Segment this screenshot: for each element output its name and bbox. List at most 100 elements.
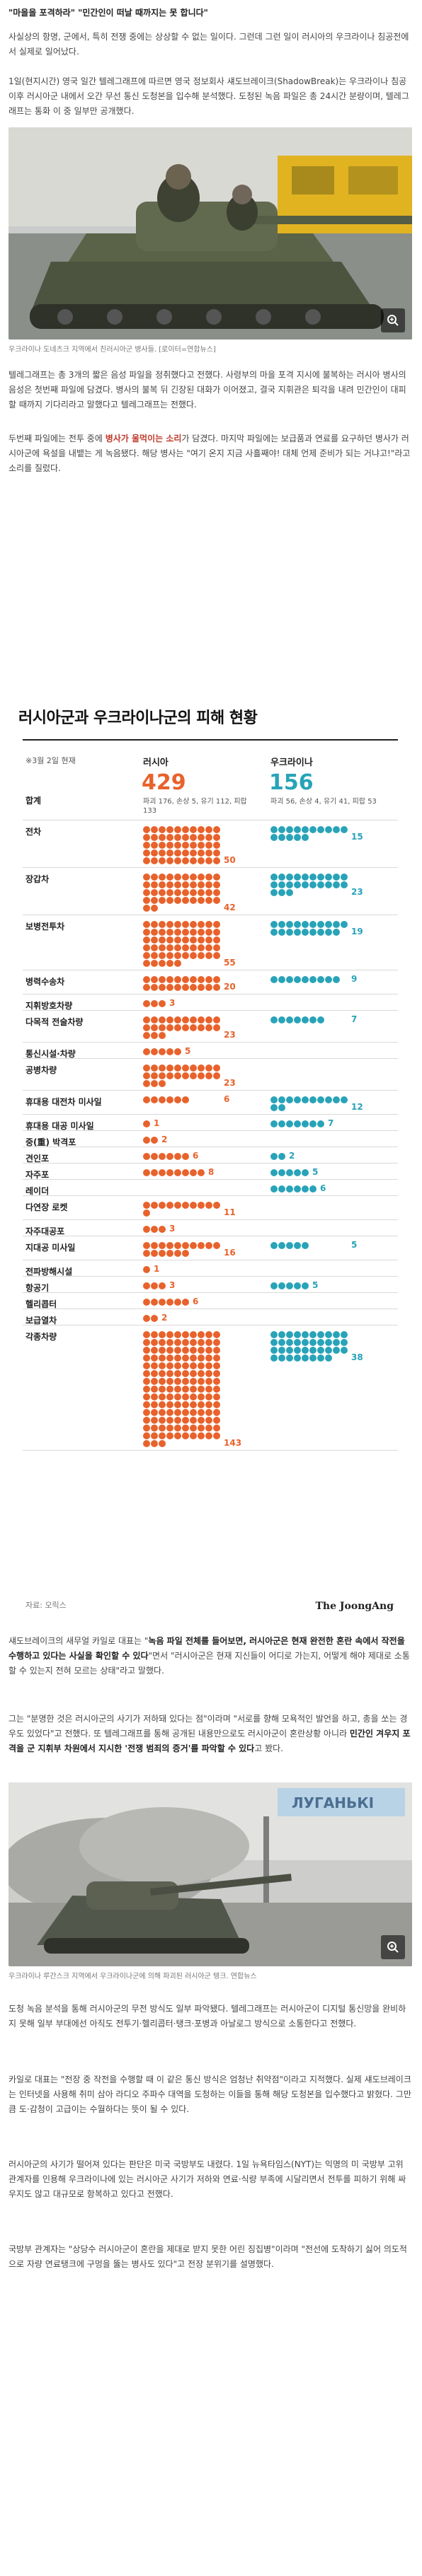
russia-dot: [143, 1137, 150, 1144]
ukraine-dot: [317, 1331, 324, 1338]
russia-dot: [159, 1347, 166, 1354]
russia-dot: [182, 897, 189, 904]
row-label: 다연장 로켓: [25, 1202, 68, 1212]
russia-dot: [213, 1386, 220, 1393]
zoom-button-2[interactable]: [381, 1935, 405, 1959]
russia-dot: [182, 929, 189, 936]
ukraine-dot: [341, 1331, 348, 1338]
russia-dot: [205, 857, 212, 864]
ukraine-dot: [333, 921, 340, 928]
russia-dot: [151, 881, 158, 888]
russia-dot: [190, 1401, 197, 1408]
russia-dot: [213, 889, 220, 896]
russia-dot: [143, 1242, 150, 1249]
russia-dot: [151, 1401, 158, 1408]
magnifier-plus-icon: [387, 315, 399, 326]
russia-dot: [151, 1417, 158, 1424]
russia-dot: [151, 952, 158, 959]
russia-dot: [151, 1226, 158, 1233]
ukraine-dot: [302, 1354, 309, 1362]
ukraine-count: 9: [351, 974, 358, 984]
russia-dot: [151, 1378, 158, 1385]
ukraine-dot: [317, 881, 324, 888]
ukraine-dot: [333, 881, 340, 888]
russia-dot: [205, 849, 212, 857]
row-divider: [23, 1276, 398, 1277]
russia-dot: [151, 1032, 158, 1039]
ukraine-dot: [270, 1331, 278, 1338]
russia-dot: [213, 976, 220, 983]
russia-dot: [159, 1401, 166, 1408]
ukraine-dot: [325, 976, 332, 983]
zoom-button[interactable]: [381, 308, 405, 332]
ukraine-count: 5: [312, 1167, 319, 1177]
russia-dot: [213, 849, 220, 857]
russia-count: 42: [224, 903, 236, 912]
russia-dot: [166, 1409, 173, 1416]
russia-dot: [151, 1153, 158, 1160]
russia-dot: [143, 834, 150, 841]
ukraine-dot: [270, 1104, 278, 1111]
russia-dot: [151, 1169, 158, 1176]
ukraine-dot: [278, 826, 285, 833]
russia-dot: [182, 1016, 189, 1023]
ukraine-dot: [286, 1185, 293, 1193]
russia-dot: [166, 1432, 173, 1439]
ukraine-dot: [333, 826, 340, 833]
russia-dot: [143, 1266, 150, 1273]
russia-dot: [182, 874, 189, 881]
russia-dot: [174, 1417, 181, 1424]
russia-dot: [174, 897, 181, 904]
ukraine-dot: [286, 1242, 293, 1249]
russia-dot: [159, 1242, 166, 1249]
ukraine-dot: [309, 1120, 316, 1127]
russia-dot: [166, 826, 173, 833]
russia-dot: [198, 1072, 205, 1079]
russia-dot: [174, 1242, 181, 1249]
russia-dot: [143, 1347, 150, 1354]
russia-dot: [174, 1096, 181, 1103]
ukraine-dot: [302, 874, 309, 881]
ukraine-dot: [325, 1339, 332, 1346]
russia-dot: [174, 889, 181, 896]
ukraine-dot: [278, 1354, 285, 1362]
ukraine-column-header: 우크라이나: [270, 758, 313, 768]
ukraine-dot: [270, 976, 278, 983]
russia-dot: [143, 1120, 150, 1127]
russia-dot: [190, 1347, 197, 1354]
photo-caption-2: 우크라이나 루간스크 지역에서 우크라이나군에 의해 파괴된 러시아군 탱크. …: [8, 1973, 257, 1980]
row-label: 헬리콥터: [25, 1299, 57, 1309]
russia-dot: [159, 1000, 166, 1007]
russia-dot: [205, 1347, 212, 1354]
ukraine-dot: [286, 1282, 293, 1289]
russia-dot: [151, 976, 158, 983]
russia-dot: [151, 1315, 158, 1322]
ukraine-dot: [286, 874, 293, 881]
russia-count: 3: [169, 1224, 176, 1234]
russia-dot: [166, 1331, 173, 1338]
russia-dot: [143, 1096, 150, 1103]
russia-dot: [198, 1386, 205, 1393]
ukraine-dot: [278, 1242, 285, 1249]
row-label: 항공기: [25, 1283, 50, 1293]
russia-dot: [143, 889, 150, 896]
russia-dot: [143, 984, 150, 991]
russia-dot: [198, 842, 205, 849]
russia-dot: [190, 1024, 197, 1031]
russia-dot: [174, 1409, 181, 1416]
ukraine-dot: [309, 1331, 316, 1338]
russia-dot: [151, 1339, 158, 1346]
russia-dot: [174, 960, 181, 967]
russia-dot: [205, 874, 212, 881]
russia-dot: [190, 1202, 197, 1209]
ukraine-dot: [325, 1347, 332, 1354]
russia-dot: [174, 881, 181, 888]
conscript-paragraph: 국방부 관계자는 "상당수 러시아군이 혼란을 제대로 받지 못한 어린 징집병…: [8, 2244, 407, 2269]
russia-dot: [205, 842, 212, 849]
russia-dot: [190, 921, 197, 928]
russia-dot: [159, 1339, 166, 1346]
russia-count: 2: [161, 1313, 168, 1323]
russia-dot: [205, 984, 212, 991]
russia-dot: [151, 889, 158, 896]
russia-dot: [159, 1432, 166, 1439]
